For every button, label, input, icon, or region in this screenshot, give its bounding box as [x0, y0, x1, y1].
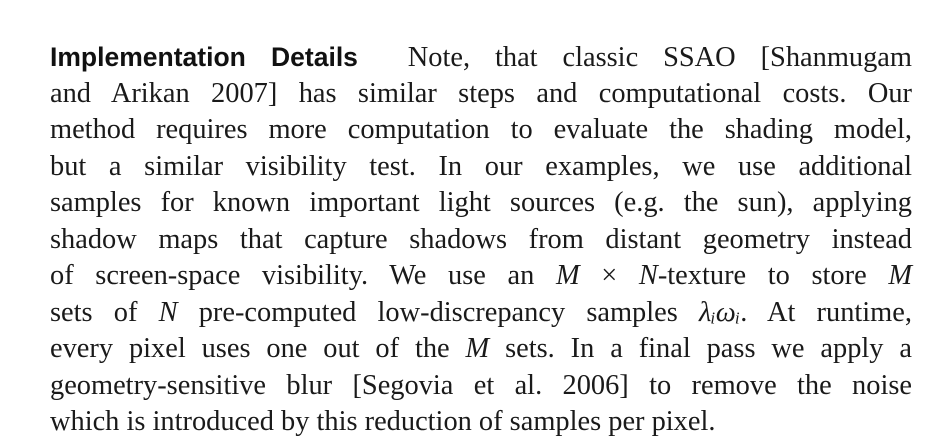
- line-6: shadow maps that capture shadows from di…: [50, 223, 912, 255]
- line-3: method requires more computation to eval…: [50, 114, 912, 145]
- math-lambda-omega: λᵢωᵢ: [698, 296, 741, 328]
- line-1: Implementation Details Note, that classi…: [50, 40, 912, 74]
- line-5: samples for known important light source…: [50, 187, 912, 218]
- line-7-text-b: -texture to store: [657, 260, 867, 291]
- math-m-3: M: [465, 333, 490, 364]
- paragraph-heading: Implementation Details: [50, 42, 358, 72]
- line-4: but a similar visibility test. In our ex…: [50, 150, 912, 182]
- line-8-text-b: pre-computed low-discrepancy samples: [198, 296, 678, 328]
- line-11: which is introduced by this reduction of…: [50, 406, 716, 437]
- line-10: geometry-sensitive blur [Segovia et al. …: [50, 369, 912, 401]
- math-m-2: M: [888, 260, 912, 291]
- line-9-text-a: every pixel uses one out of the: [50, 333, 450, 364]
- line-9-text-b: sets. In a final pass we apply a: [505, 333, 912, 364]
- math-times: ×: [601, 260, 618, 291]
- line-9: every pixel uses one out of the M sets. …: [50, 332, 912, 366]
- line-7: of screen-space visibility. We use an M …: [50, 259, 912, 293]
- math-n-2: N: [158, 296, 178, 328]
- line-8: sets of N pre-computed low-discrepancy s…: [50, 296, 912, 330]
- math-n: N: [638, 260, 658, 291]
- line-8-text-c: . At runtime,: [740, 296, 912, 328]
- line-1-text: Note, that classic SSAO [Shanmugam: [407, 42, 912, 73]
- math-m: M: [555, 260, 580, 291]
- line-8-text-a: sets of: [50, 296, 138, 328]
- line-7-text-a: of screen-space visibility. We use an: [50, 260, 535, 291]
- line-2: and Arikan 2007] has similar steps and c…: [50, 77, 912, 109]
